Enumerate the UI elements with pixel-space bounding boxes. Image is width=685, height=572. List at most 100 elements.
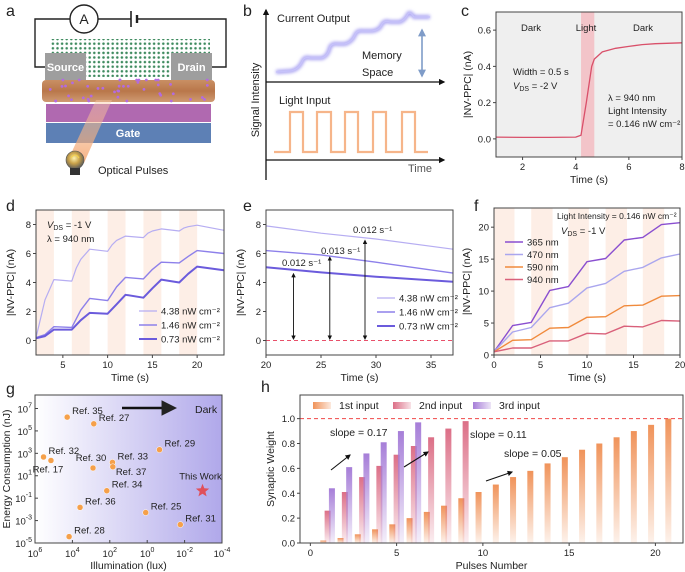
series-line-0_73 (35, 265, 225, 340)
light-pulse-band (642, 208, 665, 355)
point-label: Ref. 32 (49, 446, 80, 457)
charge-dot (81, 96, 85, 100)
y-tick-label: 2 (26, 307, 31, 318)
charge-dot (189, 98, 192, 101)
point-label: Ref. 25 (151, 502, 182, 513)
x-axis-label: Time (s) (568, 372, 606, 384)
reference-point (90, 420, 98, 428)
reference-point (63, 413, 71, 421)
reference-point (177, 521, 184, 528)
point-label: Ref. 36 (85, 496, 116, 507)
bar-1st-input (423, 511, 430, 543)
chart-f: Light Intensity = 0.146 nW cm⁻² 365 nm470… (461, 207, 685, 384)
vds-value: = -2 V (529, 81, 558, 92)
legend-swatch (313, 402, 331, 409)
bar-2nd-input (445, 428, 452, 543)
x-tick-label: 5 (394, 548, 399, 559)
legend-label: 1.46 nW cm⁻² (161, 321, 220, 332)
light-input-square-wave (274, 110, 428, 154)
series-line-365 (493, 222, 681, 353)
y-tick-label: 0.6 (282, 464, 295, 475)
y-tick-label: 0 (256, 336, 261, 347)
x-tick-label: 2 (520, 162, 525, 173)
y-axis-label: Energy Consumption (nJ) (1, 409, 13, 528)
charge-dot (126, 84, 130, 88)
legend-label: 4.38 nW cm⁻² (161, 307, 220, 318)
bar-1st-input (458, 498, 465, 543)
vds-subscript: DS (53, 225, 63, 232)
charge-dot (156, 78, 160, 82)
light-pulse-band (107, 210, 126, 355)
pulse-width-annotation: Width = 0.5 s (513, 67, 569, 78)
charge-dot (117, 84, 121, 88)
light-pulse-band (605, 208, 627, 355)
legend-label: 2nd input (419, 400, 462, 412)
bar-2nd-input (359, 477, 366, 543)
x-tick-label: 20 (261, 360, 272, 371)
x-tick-label: 106 (28, 547, 43, 560)
x-tick-label: 104 (65, 547, 80, 560)
x-tick-label: 10-4 (214, 547, 231, 560)
y-tick-label: 0.4 (478, 62, 491, 73)
light-pulse-band (179, 210, 198, 355)
series-line-4_38 (265, 225, 454, 250)
bar-1st-input (544, 463, 551, 543)
ammeter-icon (69, 4, 99, 34)
charge-dot (169, 99, 173, 103)
chart-c: Dark Light Dark Width = 0.5 s λ = 940 nm Ligh… (462, 11, 685, 186)
charge-dot (96, 87, 100, 90)
slope-annotation: slope = 0.05 (504, 448, 562, 460)
y-axis-label: |NV-PPC| (nA) (235, 249, 247, 316)
light-pulse-band (36, 210, 54, 355)
panel-label-g: g (6, 381, 15, 398)
point-label: Ref. 33 (117, 451, 148, 462)
y-tick-label: 20 (478, 223, 489, 234)
light-pulse-band (494, 208, 515, 355)
point-label: Ref. 17 (33, 464, 64, 475)
y-tick-label: 10-3 (15, 515, 32, 528)
vds-annotation: VDS = -1 V (47, 220, 92, 232)
point-label: Ref. 35 (72, 406, 103, 417)
charts: Dark Light Dark Width = 0.5 s λ = 940 nm Ligh… (1, 11, 685, 572)
y-tick-label: 105 (18, 425, 33, 438)
legend-swatch (393, 402, 411, 409)
vds-symbol: V (561, 226, 569, 237)
vds-annotation: VDS = -1 V (561, 226, 606, 238)
bar-3rd-input (380, 442, 387, 543)
time-label: Time (408, 163, 432, 175)
circuit-wire (34, 18, 227, 68)
charge-dot (118, 78, 122, 82)
series-line-470 (493, 253, 681, 353)
charge-dot (136, 81, 140, 84)
y-tick-label: 101 (18, 470, 33, 483)
light-beam (68, 100, 112, 163)
x-tick-label: 4 (573, 162, 578, 173)
reference-point (76, 504, 84, 511)
legend-label: 4.38 nW cm⁻² (399, 294, 458, 305)
plot-frame (495, 11, 683, 158)
charge-dot (64, 84, 67, 88)
charge-dot (48, 88, 52, 91)
2d-material-dots (50, 39, 210, 53)
bar-1st-input (579, 449, 586, 543)
charge-dot (89, 94, 93, 98)
x-axis-label: Pulses Number (456, 560, 528, 572)
bar-1st-input (441, 505, 448, 543)
x-tick-label: 15 (628, 360, 639, 371)
intensity-annotation: Light Intensity = 0.146 nW cm⁻² (557, 211, 677, 221)
panel-label-e: e (243, 198, 252, 215)
x-tick-label: 10 (478, 548, 489, 559)
y-tick-label: 0.2 (478, 98, 491, 109)
bar-1st-input (527, 470, 534, 543)
slope-annotation: slope = 0.11 (470, 429, 527, 441)
x-tick-label: 15 (564, 548, 575, 559)
y-tick-label: 8 (26, 220, 31, 231)
charge-dot (60, 84, 64, 88)
wavelength-annotation: λ = 940 nm (47, 234, 94, 245)
bar-1st-input (630, 431, 637, 543)
bar-1st-input (354, 534, 361, 543)
reference-point (109, 463, 117, 471)
dark-label: Dark (195, 404, 218, 416)
